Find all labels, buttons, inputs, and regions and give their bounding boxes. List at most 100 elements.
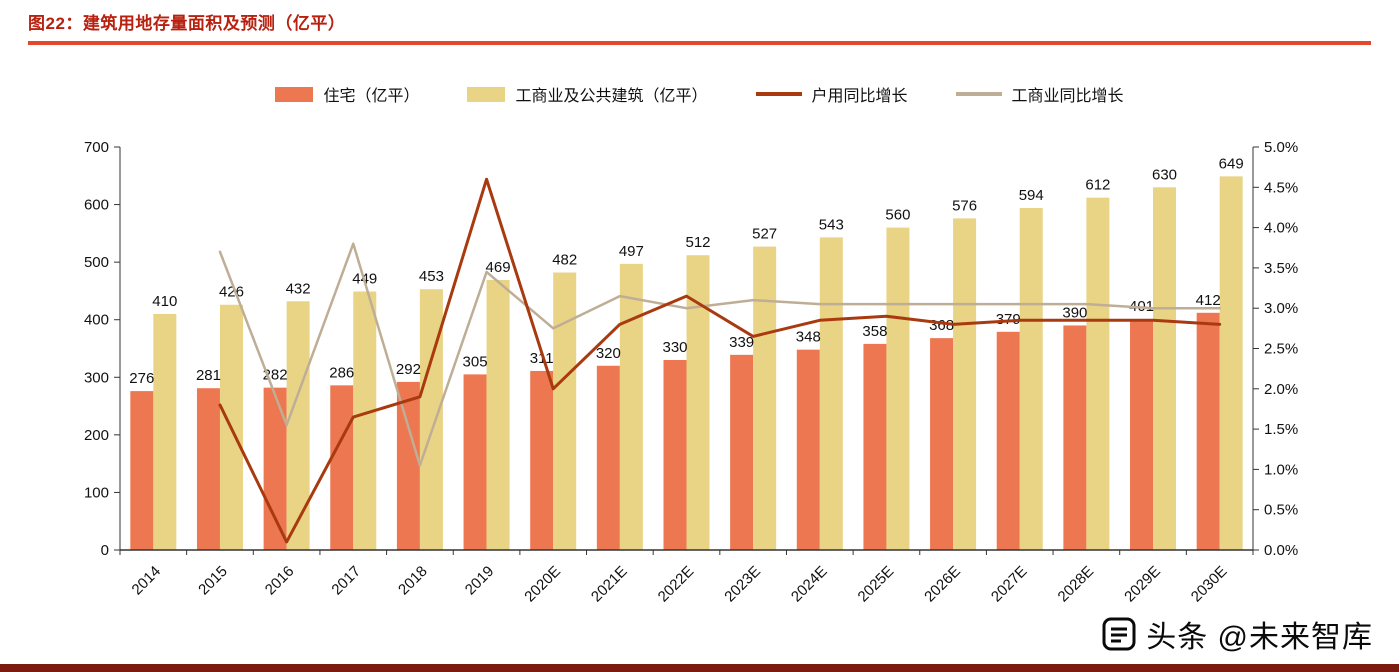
x-axis-label: 2025E xyxy=(855,563,898,606)
legend-item-residential-bar: 住宅（亿平） xyxy=(275,82,419,106)
bar-commercial xyxy=(619,263,643,550)
right-axis-tick-label: 5.0% xyxy=(1264,139,1298,156)
bar-residential xyxy=(663,360,687,550)
legend-swatch-residential-bar xyxy=(275,86,314,102)
right-axis-tick-label: 1.0% xyxy=(1264,461,1298,478)
left-axis-tick-label: 500 xyxy=(84,254,109,271)
bar-value-label-commercial: 512 xyxy=(685,234,710,251)
legend-swatch-commercial-bar xyxy=(467,86,506,102)
bar-value-label-commercial: 482 xyxy=(552,252,577,269)
bar-commercial xyxy=(1219,176,1243,550)
bar-value-label-commercial: 543 xyxy=(819,216,844,233)
legend-label-commercial-line: 工商业同比增长 xyxy=(1011,88,1124,105)
bar-value-label-residential: 348 xyxy=(796,329,821,346)
bar-value-label-residential: 379 xyxy=(996,311,1021,328)
bar-value-label-residential: 292 xyxy=(396,361,421,378)
x-axis-label: 2023E xyxy=(721,563,764,606)
bar-commercial xyxy=(486,279,510,550)
bar-value-label-residential: 390 xyxy=(1062,304,1087,321)
bar-value-label-commercial: 426 xyxy=(219,284,244,301)
legend-label-commercial-bar: 工商业及公共建筑（亿平） xyxy=(515,88,708,105)
bar-residential xyxy=(396,381,420,550)
x-axis-label: 2020E xyxy=(521,563,564,606)
x-axis-label: 2014 xyxy=(129,563,165,599)
bar-residential xyxy=(130,391,154,550)
right-axis-tick-label: 4.0% xyxy=(1264,220,1298,237)
bar-value-label-commercial: 453 xyxy=(419,268,444,285)
legend-item-residential-line: 户用同比增长 xyxy=(755,82,908,106)
bar-residential xyxy=(463,374,487,550)
bar-value-label-residential: 358 xyxy=(862,323,887,340)
bar-value-label-commercial: 469 xyxy=(486,259,511,276)
right-axis-tick-label: 3.5% xyxy=(1264,260,1298,277)
bar-commercial xyxy=(753,246,777,550)
bar-commercial xyxy=(419,289,443,550)
bar-value-label-residential: 311 xyxy=(530,350,554,367)
bar-value-label-commercial: 527 xyxy=(752,226,777,243)
bar-value-label-residential: 339 xyxy=(729,334,754,351)
toutiao-logo-icon xyxy=(1102,617,1136,651)
x-axis-label: 2019 xyxy=(462,563,498,599)
bar-commercial xyxy=(886,227,910,550)
right-axis-tick-label: 0.5% xyxy=(1264,502,1298,519)
x-axis-label: 2022E xyxy=(655,563,698,606)
legend-item-commercial-bar: 工商业及公共建筑（亿平） xyxy=(467,82,708,106)
left-axis-tick-label: 700 xyxy=(84,139,109,156)
bar-value-label-residential: 368 xyxy=(929,317,954,334)
title-underline xyxy=(28,41,1371,45)
bar-value-label-residential: 320 xyxy=(596,345,621,362)
right-axis-tick-label: 4.5% xyxy=(1264,179,1298,196)
x-axis-label: 2024E xyxy=(788,563,831,606)
bar-value-label-commercial: 649 xyxy=(1219,155,1244,172)
x-axis-label: 2026E xyxy=(921,563,964,606)
bar-value-label-commercial: 410 xyxy=(152,293,177,310)
bar-residential xyxy=(996,331,1020,550)
left-axis-tick-label: 300 xyxy=(84,369,109,386)
x-axis-label: 2030E xyxy=(1188,563,1231,606)
bar-residential xyxy=(263,387,287,550)
bar-commercial xyxy=(1086,197,1110,551)
x-axis-label: 2029E xyxy=(1121,563,1164,606)
legend-label-residential-bar: 住宅（亿平） xyxy=(323,88,420,105)
chart-legend: 住宅（亿平） 工商业及公共建筑（亿平） 户用同比增长 工商业同比增长 xyxy=(0,83,1399,105)
right-axis-tick-label: 2.0% xyxy=(1264,381,1298,398)
bar-value-label-residential: 330 xyxy=(662,339,687,356)
x-axis-label: 2016 xyxy=(262,563,298,599)
bar-value-label-residential: 412 xyxy=(1196,292,1221,309)
watermark: 头条 @未来智库 xyxy=(1102,612,1373,656)
bar-residential xyxy=(530,370,554,550)
bar-value-label-commercial: 497 xyxy=(619,243,644,260)
bar-value-label-commercial: 576 xyxy=(952,197,977,214)
bar-value-label-residential: 276 xyxy=(129,370,154,387)
bar-commercial xyxy=(553,272,577,550)
watermark-text: 头条 @未来智库 xyxy=(1146,621,1373,654)
legend-label-residential-line: 户用同比增长 xyxy=(811,88,908,105)
bar-value-label-commercial: 630 xyxy=(1152,166,1177,183)
right-axis-tick-label: 0.0% xyxy=(1264,542,1298,559)
bar-residential xyxy=(730,354,754,550)
bar-residential xyxy=(330,385,354,550)
bar-commercial xyxy=(953,218,977,550)
bar-commercial xyxy=(153,313,177,550)
x-axis-label: 2018 xyxy=(395,563,431,599)
x-axis-label: 2017 xyxy=(328,563,364,599)
figure-title: 图22：建筑用地存量面积及预测（亿平） xyxy=(28,14,346,33)
legend-swatch-residential-line xyxy=(755,92,802,96)
bar-commercial xyxy=(286,301,310,550)
bar-residential xyxy=(596,365,620,550)
bar-residential xyxy=(196,388,220,550)
x-axis-label: 2028E xyxy=(1055,563,1098,606)
bar-value-label-commercial: 612 xyxy=(1085,177,1110,194)
bar-value-label-residential: 281 xyxy=(196,367,221,384)
left-axis-tick-label: 600 xyxy=(84,197,109,214)
bar-commercial xyxy=(819,237,843,550)
right-axis-tick-label: 2.5% xyxy=(1264,341,1298,358)
bar-commercial xyxy=(353,291,377,550)
legend-item-commercial-line: 工商业同比增长 xyxy=(955,82,1124,106)
bar-commercial xyxy=(1153,187,1177,551)
bar-residential xyxy=(863,343,887,550)
left-axis-tick-label: 400 xyxy=(84,312,109,329)
growth-line-residential xyxy=(218,177,1222,544)
bar-line-chart: 0 100 200 300 400 500 600 700 0.0% 0.5% 1.0% 1.5% 2.… xyxy=(84,139,1298,606)
